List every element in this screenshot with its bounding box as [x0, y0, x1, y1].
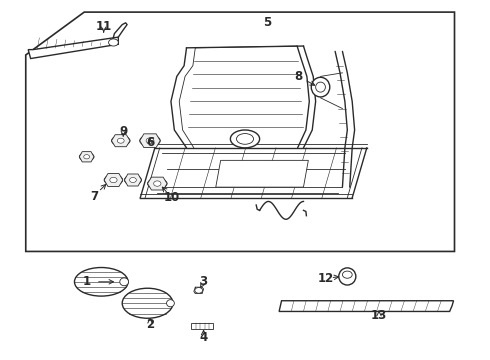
- Circle shape: [343, 271, 352, 278]
- Ellipse shape: [112, 136, 130, 146]
- Text: 12: 12: [317, 272, 334, 285]
- Circle shape: [154, 181, 161, 186]
- Text: 1: 1: [83, 275, 91, 288]
- Ellipse shape: [79, 153, 94, 161]
- Ellipse shape: [339, 268, 356, 285]
- Circle shape: [109, 39, 118, 46]
- Ellipse shape: [140, 135, 160, 147]
- Ellipse shape: [167, 300, 174, 307]
- Circle shape: [195, 288, 202, 293]
- Polygon shape: [140, 134, 160, 148]
- Ellipse shape: [120, 278, 128, 286]
- Circle shape: [110, 177, 117, 183]
- Text: 5: 5: [263, 16, 271, 29]
- Text: 11: 11: [96, 20, 112, 33]
- Ellipse shape: [74, 267, 128, 296]
- Text: 9: 9: [119, 125, 127, 138]
- Text: 13: 13: [371, 309, 387, 322]
- Text: 10: 10: [164, 192, 180, 204]
- Polygon shape: [124, 174, 142, 186]
- Polygon shape: [79, 152, 94, 162]
- Text: 8: 8: [294, 70, 303, 83]
- Circle shape: [129, 177, 136, 183]
- Text: 3: 3: [199, 275, 208, 288]
- Polygon shape: [147, 177, 167, 190]
- Ellipse shape: [237, 134, 253, 144]
- Ellipse shape: [230, 130, 260, 148]
- Polygon shape: [279, 301, 454, 311]
- Ellipse shape: [311, 77, 330, 97]
- Polygon shape: [192, 323, 213, 329]
- Circle shape: [146, 138, 154, 144]
- Text: 7: 7: [90, 190, 98, 203]
- Ellipse shape: [122, 288, 173, 318]
- Text: 2: 2: [146, 318, 154, 331]
- Polygon shape: [28, 37, 118, 59]
- Polygon shape: [104, 174, 122, 186]
- Text: 6: 6: [146, 136, 154, 149]
- Ellipse shape: [104, 175, 122, 185]
- Ellipse shape: [316, 82, 325, 92]
- Ellipse shape: [147, 178, 167, 189]
- Text: 4: 4: [199, 331, 208, 344]
- Circle shape: [117, 138, 124, 143]
- Circle shape: [84, 155, 90, 159]
- Polygon shape: [216, 160, 308, 187]
- Polygon shape: [112, 135, 130, 147]
- Ellipse shape: [124, 175, 142, 185]
